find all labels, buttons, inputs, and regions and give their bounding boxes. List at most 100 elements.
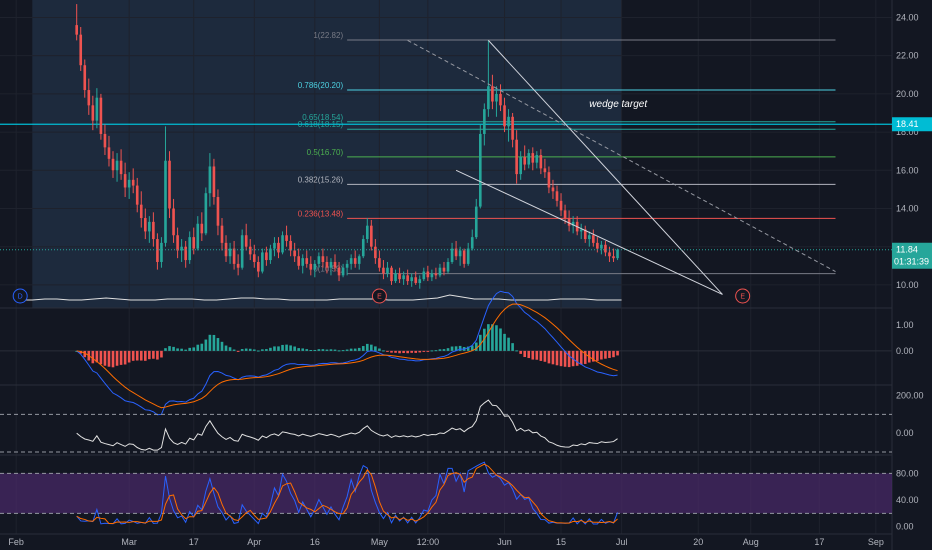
candle-body bbox=[446, 261, 450, 272]
macd-histogram-bar bbox=[515, 350, 518, 352]
fib-label: 1(22.82) bbox=[313, 31, 343, 40]
stoch-d-line bbox=[76, 463, 618, 525]
time-axis[interactable]: Feb Mar 17 Apr 16 May 12:00 Jun 15 Jul 20 Aug 17 Sep bbox=[8, 537, 883, 547]
price-tick-label: 20.00 bbox=[896, 89, 919, 99]
macd-histogram-bar bbox=[224, 345, 228, 351]
candle-body bbox=[148, 221, 151, 232]
macd-histogram-bar bbox=[285, 344, 288, 351]
candle-body bbox=[559, 200, 563, 211]
macd-histogram-bar bbox=[329, 349, 333, 351]
macd-histogram-bar bbox=[289, 345, 292, 351]
candle-body bbox=[495, 93, 498, 102]
candle-body bbox=[519, 156, 522, 175]
macd-histogram-bar bbox=[535, 350, 539, 360]
time-tick-label: 15 bbox=[556, 537, 566, 547]
macd-tick-label: 0.00 bbox=[896, 346, 914, 356]
time-tick-label: Apr bbox=[247, 537, 261, 547]
candle-body bbox=[281, 235, 284, 253]
candle-body bbox=[587, 235, 591, 240]
candle-body bbox=[208, 166, 212, 194]
candle-body bbox=[454, 248, 458, 257]
stochastic-indicator bbox=[76, 461, 619, 525]
candle-body bbox=[192, 237, 196, 249]
candle-body bbox=[83, 65, 87, 91]
macd-histogram-bar bbox=[365, 343, 369, 351]
earnings-label: E bbox=[377, 294, 382, 301]
candle-body bbox=[491, 86, 494, 102]
candle-body bbox=[224, 242, 228, 257]
macd-histogram-bar bbox=[458, 345, 462, 351]
macd-histogram-bar bbox=[168, 346, 171, 351]
fib-label: 0.5(16.70) bbox=[307, 148, 344, 157]
candle-body bbox=[616, 249, 619, 259]
candle-body bbox=[414, 277, 418, 283]
macd-histogram-bar bbox=[426, 350, 430, 352]
candle-body bbox=[301, 258, 305, 266]
macd-histogram-bar bbox=[503, 333, 506, 351]
time-tick-label: 20 bbox=[693, 537, 703, 547]
candle-body bbox=[277, 242, 280, 253]
macd-histogram-bar bbox=[333, 349, 337, 351]
candle-body bbox=[176, 235, 179, 251]
candle-body bbox=[523, 156, 527, 165]
macd-histogram-bar bbox=[523, 350, 527, 358]
macd-histogram-bar bbox=[390, 350, 393, 353]
candle-body bbox=[257, 261, 260, 272]
macd-histogram-bar bbox=[313, 349, 317, 351]
macd-histogram-bar bbox=[507, 337, 510, 351]
macd-histogram-bar bbox=[265, 349, 268, 351]
candle-body bbox=[357, 256, 361, 264]
macd-histogram-bar bbox=[370, 344, 373, 351]
candle-body bbox=[398, 273, 401, 280]
macd-histogram-bar bbox=[252, 349, 256, 351]
macd-histogram-bar bbox=[131, 350, 135, 361]
macd-histogram-bar bbox=[531, 350, 535, 360]
dividend-label: D bbox=[18, 294, 23, 301]
macd-histogram-bar bbox=[305, 349, 309, 351]
earnings-upcoming-marker bbox=[735, 288, 751, 304]
trendline bbox=[455, 169, 723, 295]
candle-body bbox=[87, 90, 91, 106]
candle-body bbox=[111, 158, 115, 171]
candle-body bbox=[612, 256, 615, 259]
price-axis[interactable]: 24.0022.0020.0018.0016.0014.0012.0010.00… bbox=[896, 12, 924, 531]
candle-body bbox=[252, 254, 256, 262]
candle-body bbox=[79, 34, 83, 66]
macd-histogram-bar bbox=[551, 350, 555, 365]
candle-body bbox=[119, 160, 123, 175]
macd-histogram-bar bbox=[139, 350, 143, 361]
candle-body bbox=[168, 160, 171, 209]
macd-histogram-bar bbox=[273, 346, 276, 351]
candle-body bbox=[531, 153, 535, 163]
stoch-tick-label: 80.00 bbox=[896, 468, 919, 478]
trendlines[interactable] bbox=[407, 39, 836, 295]
macd-histogram-bar bbox=[511, 343, 514, 351]
candle-body bbox=[107, 147, 111, 159]
candle-body bbox=[184, 246, 187, 261]
candle-body bbox=[337, 267, 341, 276]
horizontal-line-price-tag bbox=[892, 117, 932, 132]
macd-histogram-bar bbox=[115, 350, 119, 366]
fib-label: 0(10.59) bbox=[313, 265, 343, 274]
candle-body bbox=[426, 271, 430, 278]
candle-body bbox=[604, 244, 607, 253]
macd-histogram-bar bbox=[592, 350, 595, 362]
macd-histogram-bar bbox=[583, 350, 587, 364]
macd-histogram-bar bbox=[470, 345, 474, 351]
macd-histogram-bar bbox=[434, 350, 438, 352]
candle-body bbox=[378, 258, 381, 268]
candle-body bbox=[600, 244, 603, 249]
candle-body bbox=[103, 133, 107, 148]
candle-body bbox=[289, 240, 292, 251]
annotations[interactable]: wedge target bbox=[589, 99, 648, 110]
macd-histogram-bar bbox=[345, 349, 349, 351]
macd-histogram-bar bbox=[567, 350, 571, 368]
macd-histogram-bar bbox=[353, 348, 357, 351]
macd-histogram-bar bbox=[612, 350, 615, 358]
candle-body bbox=[466, 248, 470, 264]
candle-body bbox=[515, 139, 518, 175]
macd-histogram-bar bbox=[91, 350, 95, 364]
candle-body bbox=[365, 225, 369, 240]
